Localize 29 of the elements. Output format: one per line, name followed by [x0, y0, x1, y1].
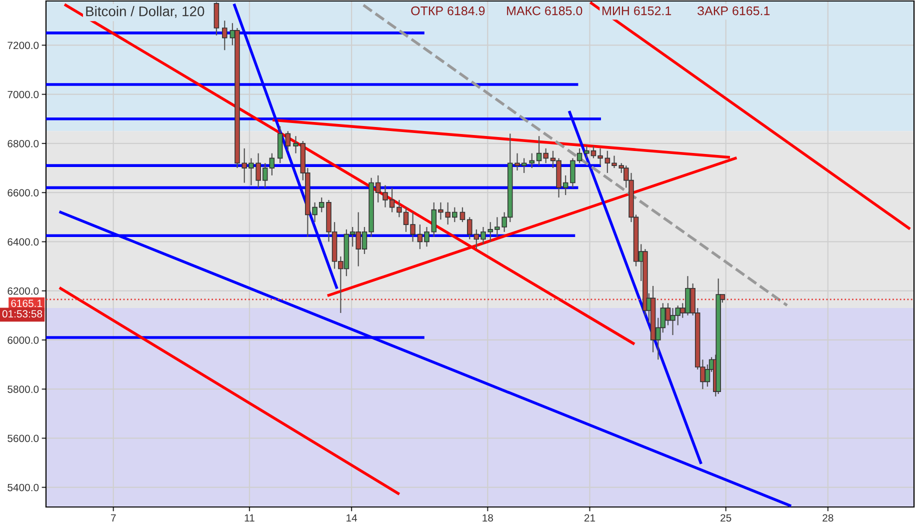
x-tick-label: 14: [346, 514, 358, 522]
x-tick-label: 21: [584, 514, 596, 522]
y-tick-label: 5800.0: [8, 386, 39, 393]
x-tick-label: 18: [482, 514, 493, 522]
chart-title: Bitcoin / Dollar, 120: [86, 6, 204, 18]
y-tick-label: 5400.0: [8, 484, 39, 492]
y-tick-label: 6400.0: [8, 238, 39, 246]
y-tick-label: 6600.0: [8, 189, 39, 196]
x-tick-label: 28: [822, 514, 834, 522]
y-tick-label: 6000.0: [8, 336, 39, 344]
candlestick: [285, 130, 291, 152]
annotation: МАКС 6185.0: [507, 6, 582, 16]
y-tick-label: 7200.0: [8, 42, 39, 50]
annotation: МИН 6152.1: [602, 6, 672, 16]
ref-line-label: 6165.1: [11, 300, 42, 308]
y-tick-label: 6800.0: [8, 140, 39, 148]
candlestick: [293, 136, 298, 154]
candlestick: [222, 20, 228, 51]
y-tick-label: 5600.0: [8, 434, 39, 442]
annotation: ОТКР 6184.9: [411, 6, 485, 16]
candlestick: [529, 152, 535, 169]
y-tick-label: 7000.0: [8, 90, 39, 98]
text: 01:53:58: [2, 310, 42, 318]
x-tick-label: 7: [111, 514, 116, 522]
annotation: ЗАКР 6165.1: [697, 6, 770, 16]
x-tick-label: 25: [720, 514, 732, 522]
y-tick-label: 6200.0: [8, 287, 39, 295]
candlestick: [460, 206, 466, 223]
x-tick-label: 11: [244, 514, 254, 522]
